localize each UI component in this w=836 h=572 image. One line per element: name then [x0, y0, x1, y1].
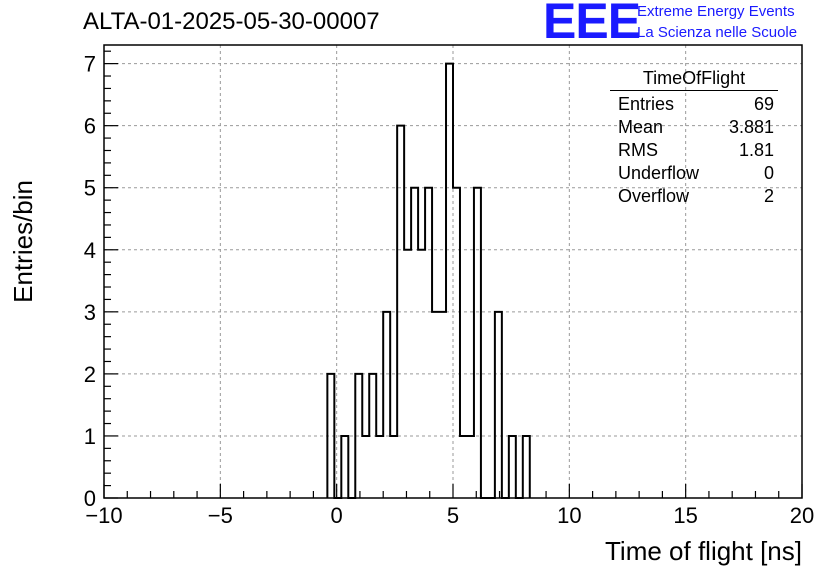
- stats-label: Underflow: [618, 163, 700, 183]
- stats-row-underflow: Underflow 0: [610, 162, 778, 185]
- axis-ticks: [103, 50, 803, 499]
- stats-value: 0: [763, 163, 774, 183]
- stats-row-rms: RMS 1.81: [610, 139, 778, 162]
- stats-row-mean: Mean 3.881: [610, 116, 778, 139]
- stats-value: 2: [763, 186, 774, 206]
- y-tick-label: 4: [84, 238, 96, 263]
- stats-value: 1.81: [738, 140, 774, 160]
- x-tick-label: −5: [208, 503, 233, 528]
- x-tick-label: 15: [673, 503, 697, 528]
- x-tick-label: 5: [447, 503, 459, 528]
- histogram-outline: [326, 62, 531, 499]
- stats-row-overflow: Overflow 2: [610, 185, 778, 208]
- stats-row-entries: Entries 69: [610, 93, 778, 116]
- x-tick-label: 20: [790, 503, 814, 528]
- x-tick-label: 0: [331, 503, 343, 528]
- x-tick-label: −10: [85, 503, 122, 528]
- y-tick-label: 1: [84, 424, 96, 449]
- y-axis-label: Entries/bin: [8, 180, 38, 303]
- chart-title: ALTA-01-2025-05-30-00007: [83, 8, 380, 35]
- eee-logo: EEE: [543, 0, 641, 49]
- stats-value: 69: [753, 94, 774, 114]
- y-tick-label: 5: [84, 176, 96, 201]
- x-tick-label: 10: [557, 503, 581, 528]
- logo-line-2: La Scienza nelle Scuole: [637, 24, 798, 41]
- y-tick-label: 2: [84, 362, 96, 387]
- stats-value: 3.881: [728, 117, 774, 137]
- stats-title: TimeOfFlight: [610, 68, 778, 91]
- logo-line-1: Extreme Energy Events: [637, 3, 795, 20]
- y-tick-label: 7: [84, 52, 96, 77]
- stats-label: Overflow: [618, 186, 690, 206]
- x-tick-labels: −10 −5 0 5 10 15 20: [85, 503, 814, 528]
- stats-box: TimeOfFlight Entries 69 Mean 3.881 RMS 1…: [610, 68, 778, 208]
- y-tick-label: 3: [84, 300, 96, 325]
- y-tick-label: 0: [84, 486, 96, 511]
- y-tick-label: 6: [84, 114, 96, 139]
- stats-label: Mean: [618, 117, 664, 137]
- x-axis-label: Time of flight [ns]: [605, 536, 802, 566]
- y-tick-labels: 0 1 2 3 4 5 6 7: [84, 52, 96, 511]
- stats-label: RMS: [618, 140, 658, 160]
- stats-label: Entries: [618, 94, 675, 114]
